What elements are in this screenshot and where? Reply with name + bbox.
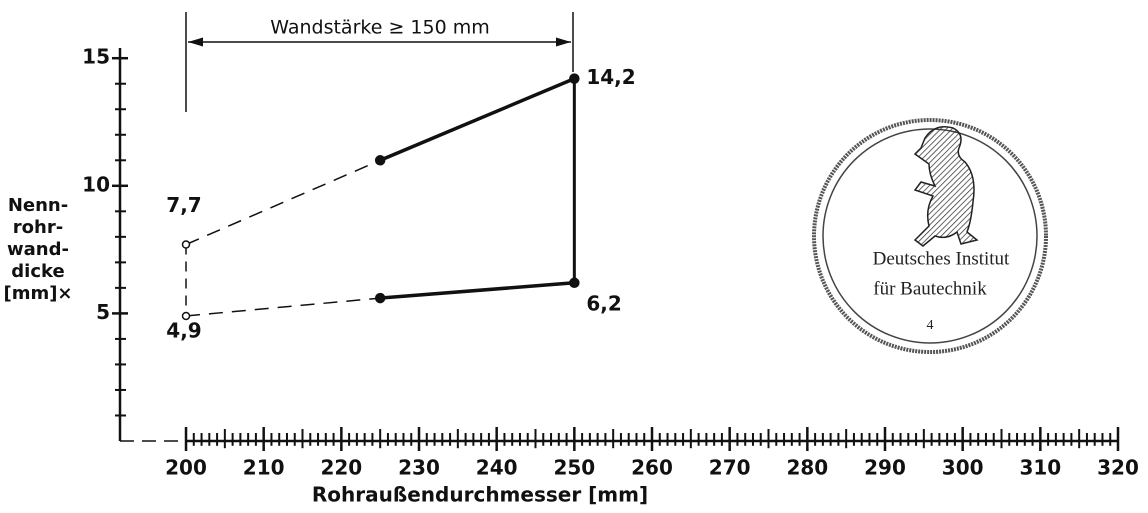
- value-label: 4,9: [166, 318, 201, 342]
- stamp-text: 4: [927, 318, 934, 333]
- y-axis-label-line: rohr-: [13, 217, 63, 238]
- stamp: Deutsches Institut für Bautechnik 4: [812, 118, 1048, 354]
- bear-emblem: [913, 126, 979, 247]
- y-axis-label-line: dicke: [11, 261, 64, 282]
- series-segment: [185, 297, 381, 317]
- x-tick-label: 270: [709, 456, 751, 480]
- x-tick-label: 200: [165, 456, 207, 480]
- stamp-text: für Bautechnik: [873, 278, 987, 299]
- y-tick-label: 5: [96, 300, 110, 324]
- value-label: 6,2: [586, 291, 621, 315]
- x-tick-label: 250: [553, 456, 595, 480]
- x-tick-label: 240: [476, 456, 518, 480]
- x-tick-label: 220: [320, 456, 362, 480]
- y-axis-label-line: [mm]×: [3, 283, 72, 304]
- series-segment: [379, 77, 576, 162]
- annotation: Wandstärke ≥ 150 mm: [270, 17, 489, 39]
- x-axis-label: Rohraußendurchmesser [mm]: [312, 483, 648, 507]
- y-axis-label-line: Nenn-: [8, 195, 68, 216]
- x-tick-label: 230: [398, 456, 440, 480]
- point: [374, 155, 386, 166]
- point: [181, 240, 191, 249]
- x-tick-label: 310: [1019, 456, 1061, 480]
- y-tick-label: 15: [82, 45, 110, 69]
- point: [374, 292, 386, 304]
- y-axis-label: Nenn-rohr-wand-dicke[mm]×: [3, 195, 72, 304]
- stamp-ring: [822, 128, 1038, 344]
- series-segment: [185, 159, 381, 246]
- x-tick-label: 280: [786, 456, 828, 480]
- point: [569, 277, 580, 289]
- value-label: 14,2: [586, 65, 635, 89]
- point: [181, 311, 191, 321]
- y-axis-label-line: wand-: [7, 239, 69, 260]
- series-segment: [380, 281, 575, 300]
- x-tick-label: 210: [243, 456, 285, 480]
- stamp-ring: [812, 118, 1048, 354]
- x-tick-label: 300: [942, 456, 984, 480]
- point: [569, 73, 580, 84]
- stamp-text: Deutsches Institut: [873, 248, 1010, 269]
- value-label: 7,7: [166, 193, 201, 217]
- x-tick-label: 320: [1097, 456, 1139, 480]
- x-tick-label: 290: [864, 456, 906, 480]
- y-tick-label: 10: [82, 172, 110, 196]
- x-tick-label: 260: [631, 456, 673, 480]
